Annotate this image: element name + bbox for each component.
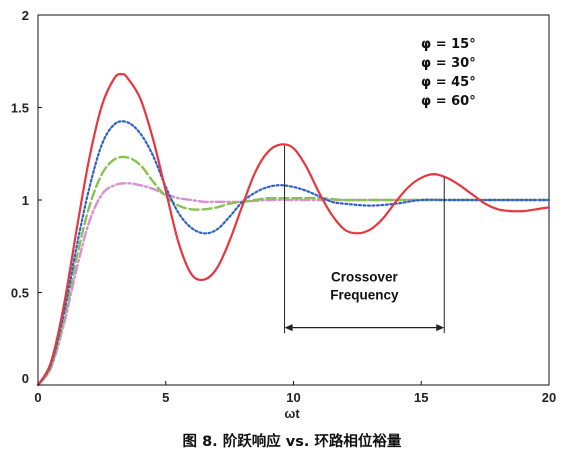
legend: φ = 15° φ = 30° φ = 45° φ = 60° xyxy=(421,37,476,109)
x-tick-label: 10 xyxy=(286,390,300,405)
arrowhead-left xyxy=(284,324,293,332)
series-line-1 xyxy=(36,120,551,387)
y-tick-label: 0.5 xyxy=(11,286,29,301)
series-layer xyxy=(36,72,551,387)
crossover-label-line1: Crossover xyxy=(331,270,399,285)
legend-entry-30: φ = 30° xyxy=(421,56,476,71)
crossover-annotation: Crossover Frequency xyxy=(284,145,445,334)
x-tick-label: 5 xyxy=(162,390,169,405)
x-tick-label: 20 xyxy=(542,390,556,405)
arrowhead-right xyxy=(436,324,445,332)
x-tick-label: 0 xyxy=(34,390,41,405)
series-line-2 xyxy=(36,155,551,387)
series-line-0 xyxy=(36,72,551,387)
crossover-label-line2: Frequency xyxy=(330,288,399,303)
y-tick-label: 1.5 xyxy=(11,101,29,116)
legend-entry-60: φ = 60° xyxy=(421,94,476,109)
legend-entry-45: φ = 45° xyxy=(421,75,476,90)
y-tick-label: 0 xyxy=(22,371,29,386)
figure-caption: 图 8. 阶跃响应 vs. 环路相位裕量 xyxy=(183,432,402,450)
y-tick-label: 1 xyxy=(22,193,29,208)
series-line-3 xyxy=(36,182,551,387)
axis-ticks: 0 5 10 15 20 0 0.5 1 1.5 2 xyxy=(11,8,556,405)
y-tick-label: 2 xyxy=(22,8,29,23)
legend-entry-15: φ = 15° xyxy=(421,37,476,52)
x-axis-label: ωt xyxy=(284,406,300,421)
x-tick-label: 15 xyxy=(414,390,428,405)
